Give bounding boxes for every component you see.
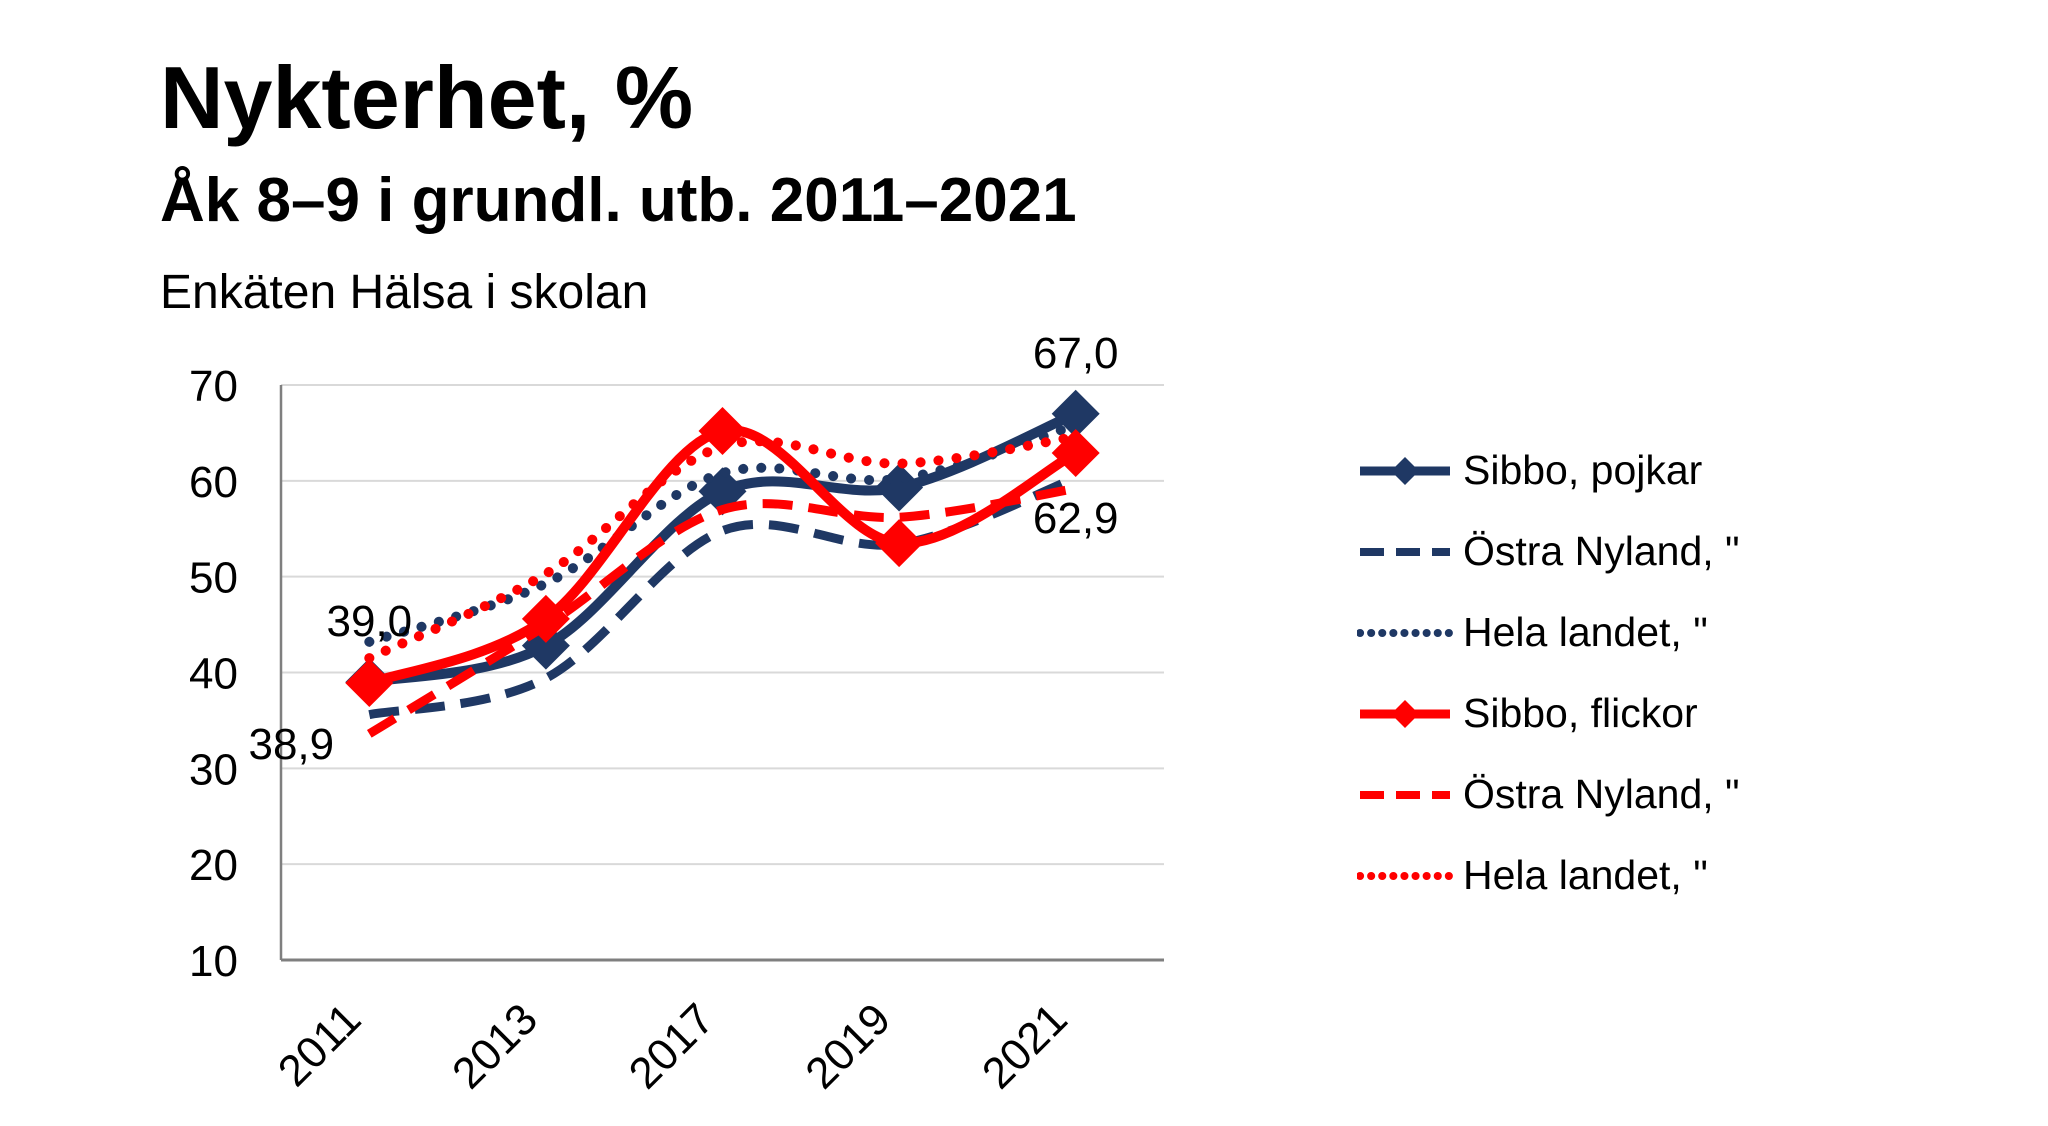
legend: Sibbo, pojkar Östra Nyland, " Hela landet,…	[1357, 430, 1740, 916]
data-point-diamond	[875, 463, 924, 512]
legend-solid-line-sample	[1360, 456, 1450, 485]
y-tick-label: 60	[189, 458, 238, 507]
chart-title: Nykterhet, %	[160, 48, 694, 147]
series-hela-landet-flickor	[364, 431, 1081, 664]
y-tick-label: 70	[189, 362, 238, 411]
legend-dashed-line-sample	[1360, 547, 1450, 556]
legend-item-hela-landet-flickor: Hela landet, "	[1357, 835, 1740, 916]
y-tick-label: 40	[189, 650, 238, 699]
legend-item-label: Östra Nyland, "	[1463, 771, 1740, 817]
legend-item-ostra-nyland-pojkar: Östra Nyland, "	[1357, 511, 1740, 592]
legend-dotted-line-sample	[1357, 871, 1453, 880]
legend-solid-line-sample	[1360, 699, 1450, 728]
chart-subtitle: Åk 8–9 i grundl. utb. 2011–2021	[160, 166, 1077, 235]
legend-item-hela-landet-pojkar: Hela landet, "	[1357, 592, 1740, 673]
legend-item-ostra-nyland-flickor: Östra Nyland, "	[1357, 754, 1740, 835]
data-point-diamond	[698, 407, 747, 455]
legend-item-label: Hela landet, "	[1463, 852, 1708, 898]
gridlines	[281, 384, 1164, 866]
series-hela-landet-pojkar	[364, 420, 1081, 647]
y-tick-label: 30	[189, 745, 238, 794]
y-tick-label: 20	[189, 841, 238, 890]
data-point-diamond	[875, 519, 924, 568]
data-point-diamond	[1051, 429, 1100, 478]
x-axis-labels: 2011 2013 2017 2019 2021	[269, 994, 1077, 1098]
y-axis-labels: 10 20 30 40 50 60 70	[189, 362, 238, 986]
series-ostra-nyland-flickor	[366, 484, 1077, 738]
legend-item-label: Hela landet, "	[1463, 609, 1708, 655]
x-tick-label: 2011	[269, 994, 371, 1096]
legend-dashed-line-sample	[1360, 790, 1450, 799]
x-tick-label: 2019	[796, 994, 900, 1098]
data-label: 38,9	[248, 720, 334, 769]
data-point-diamond	[345, 659, 394, 708]
legend-item-sibbo-flickor: Sibbo, flickor	[1357, 673, 1740, 754]
x-tick-label: 2013	[443, 994, 547, 1098]
data-label: 67,0	[1033, 329, 1119, 378]
legend-diamond-marker	[1391, 699, 1419, 728]
y-tick-label: 10	[189, 937, 238, 986]
data-label: 62,9	[1033, 494, 1119, 543]
legend-item-label: Sibbo, flickor	[1463, 690, 1698, 736]
data-point-diamond	[1051, 389, 1100, 438]
y-tick-label: 50	[189, 554, 238, 603]
data-label: 39,0	[326, 597, 412, 646]
legend-item-label: Östra Nyland, "	[1463, 528, 1740, 574]
legend-item-label: Sibbo, pojkar	[1463, 447, 1703, 493]
legend-dotted-line-sample	[1357, 628, 1453, 637]
chart-source-line: Enkäten Hälsa i skolan	[160, 266, 649, 319]
x-tick-label: 2017	[620, 994, 724, 1098]
x-tick-label: 2021	[973, 994, 1077, 1098]
legend-diamond-marker	[1391, 456, 1419, 485]
legend-item-sibbo-pojkar: Sibbo, pojkar	[1357, 430, 1740, 511]
